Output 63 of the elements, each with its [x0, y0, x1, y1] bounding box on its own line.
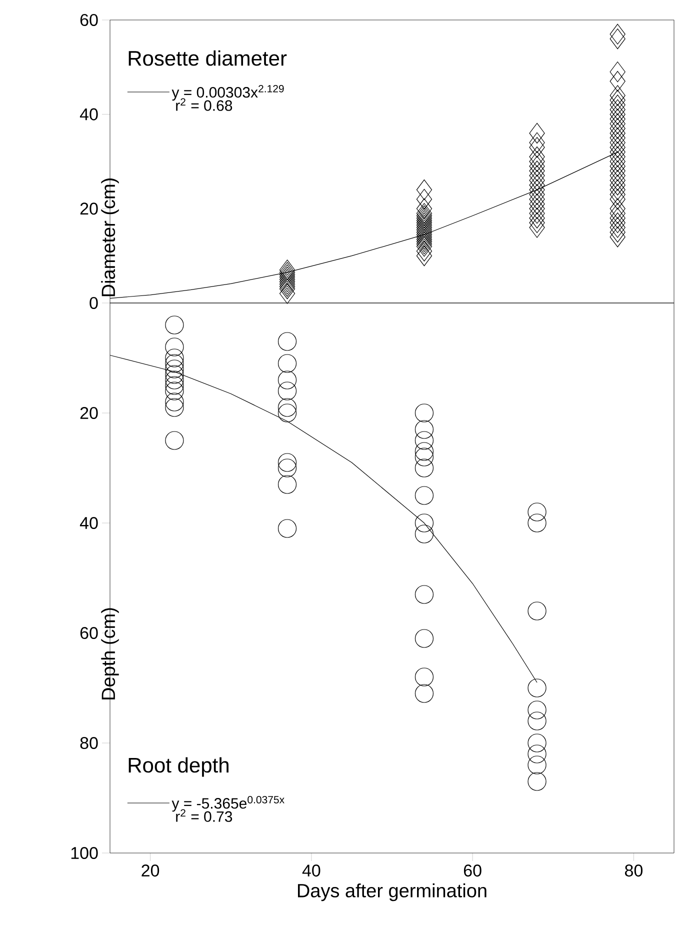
point	[414, 442, 434, 461]
text: Root depth	[128, 757, 228, 777]
point	[414, 524, 434, 544]
point	[414, 431, 434, 450]
point	[414, 585, 434, 604]
x-tick-label: 20	[142, 864, 160, 877]
point	[165, 338, 184, 356]
point	[414, 629, 434, 648]
point	[528, 700, 546, 720]
x-tick-label: 60	[464, 864, 482, 877]
y-tick-label: 20	[80, 406, 98, 420]
point	[278, 382, 297, 400]
point	[165, 431, 184, 450]
point	[278, 370, 297, 390]
point	[165, 398, 184, 417]
point	[165, 348, 184, 368]
y-tick-label: 60	[80, 626, 98, 640]
point	[528, 756, 546, 774]
point	[165, 376, 184, 395]
x-tick-label: 40	[302, 864, 320, 877]
point	[528, 734, 546, 752]
y-axis-title: Diameter (cm)	[101, 178, 119, 296]
point	[278, 354, 297, 373]
point	[278, 458, 297, 478]
y-tick-label: 40	[80, 108, 98, 120]
point	[528, 744, 546, 764]
text: Rosette diameter	[128, 50, 287, 66]
point	[165, 365, 184, 384]
point	[278, 475, 297, 494]
y-axis-title: Depth (cm)	[101, 608, 119, 700]
point	[528, 712, 546, 730]
point	[414, 668, 434, 686]
point	[414, 684, 434, 703]
y-tick-label: 40	[80, 516, 98, 530]
point	[528, 772, 546, 791]
point	[528, 678, 546, 698]
point	[528, 514, 546, 532]
point	[278, 332, 297, 351]
point	[278, 398, 297, 417]
point	[165, 360, 184, 378]
point	[528, 602, 546, 620]
y-tick-label: 80	[80, 736, 98, 750]
point	[278, 453, 297, 472]
point	[278, 404, 297, 422]
point	[278, 519, 297, 538]
point	[414, 404, 434, 422]
point	[165, 316, 184, 334]
y-tick-label: 20	[80, 202, 98, 215]
point	[414, 486, 434, 505]
point	[165, 370, 184, 390]
point	[165, 382, 184, 400]
y-tick-label: 0	[90, 296, 98, 310]
y-tick-label: 60	[80, 14, 98, 26]
point	[414, 514, 434, 532]
point	[414, 448, 434, 466]
point	[528, 502, 546, 522]
y-tick-label: 100	[71, 846, 98, 860]
point	[165, 392, 184, 412]
point	[414, 420, 434, 439]
x-axis-title: Days after germination	[298, 883, 486, 902]
point	[414, 458, 434, 478]
point	[165, 354, 184, 373]
x-tick-label: 80	[625, 864, 643, 877]
